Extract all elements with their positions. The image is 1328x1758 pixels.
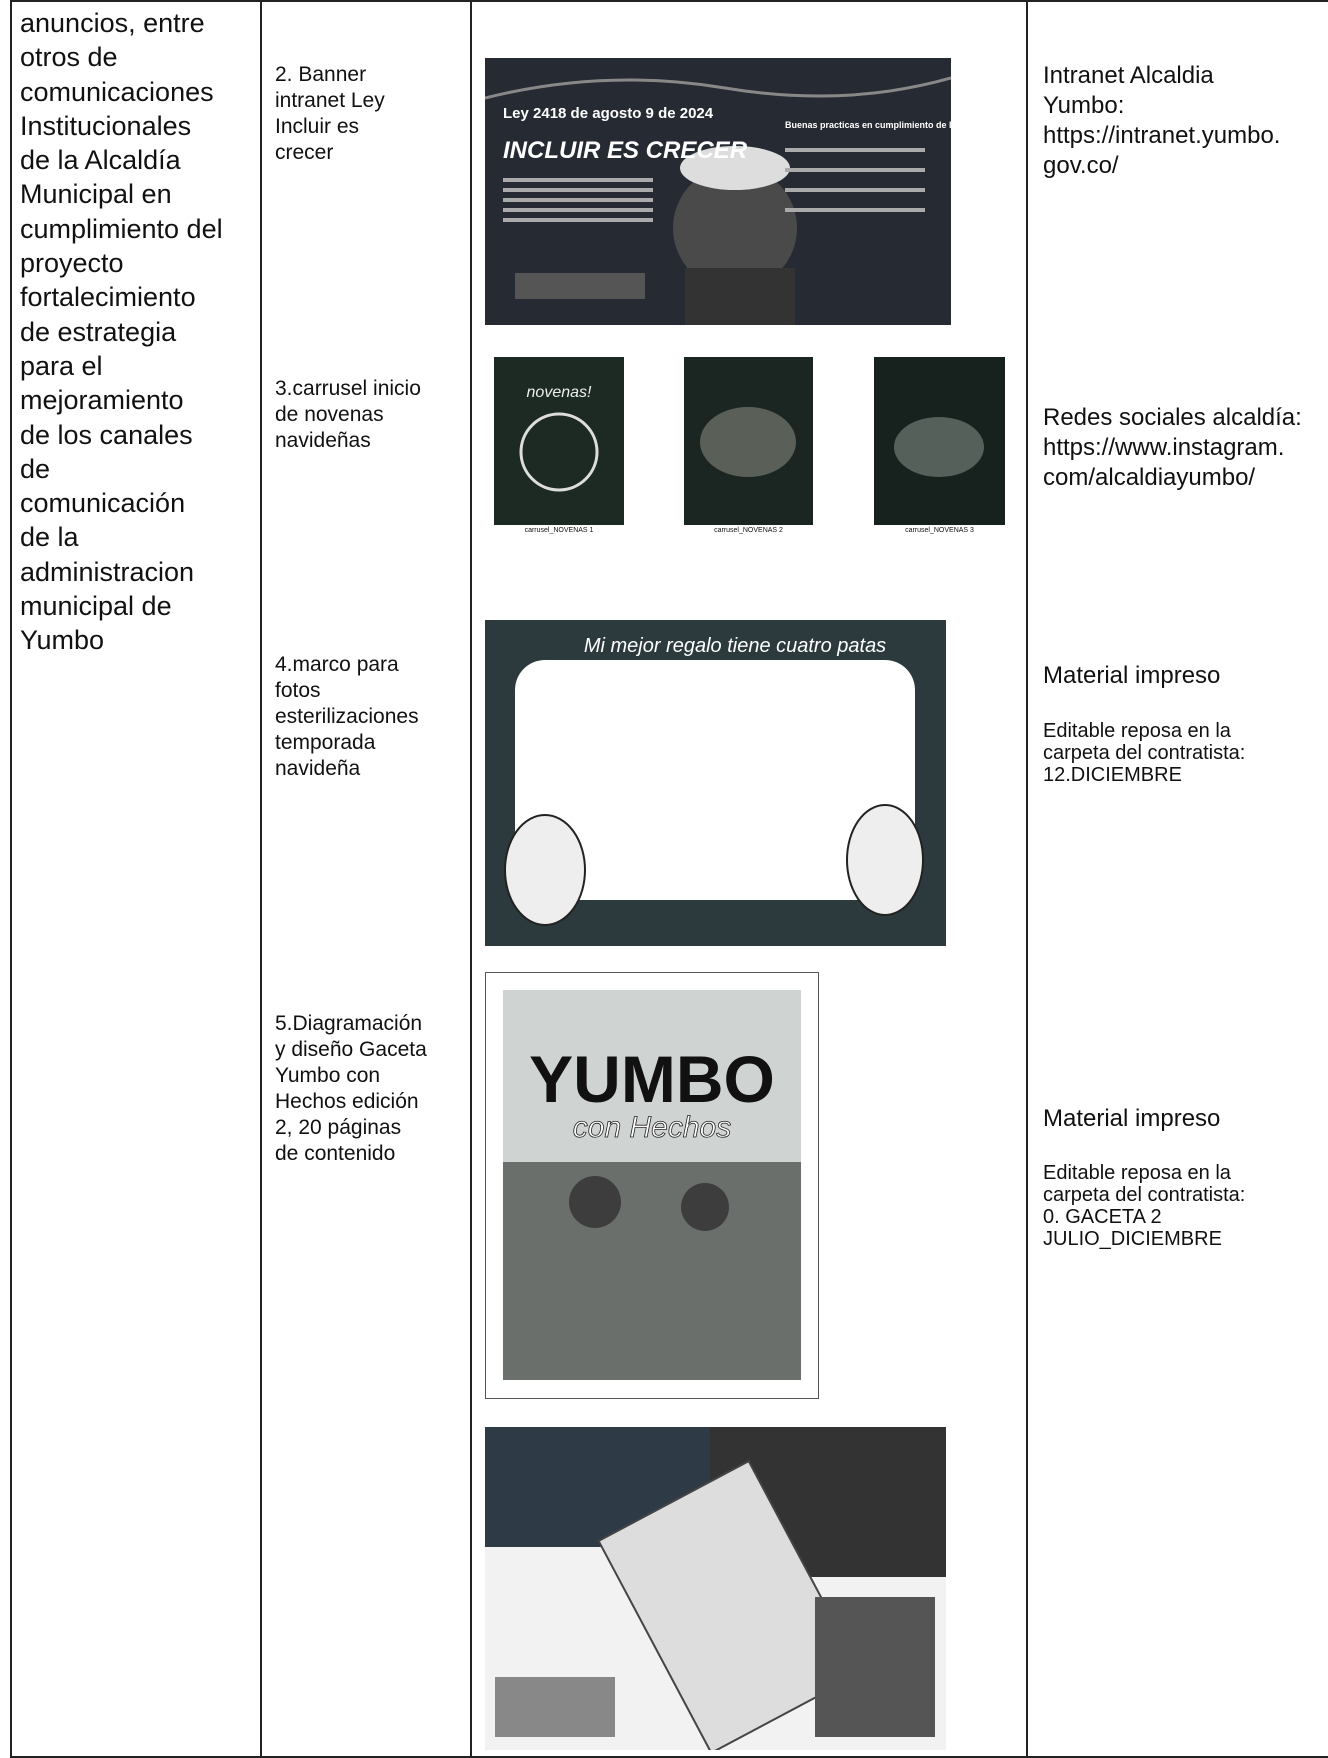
text-line: 2, 20 páginas xyxy=(275,1116,402,1139)
svg-text:novenas!: novenas! xyxy=(527,384,592,401)
text-line: y diseño Gaceta xyxy=(275,1038,427,1061)
text-line: esterilizaciones xyxy=(275,705,419,728)
text-line: crecer xyxy=(275,141,334,164)
text-line: gov.co/ xyxy=(1043,152,1119,179)
text-line: Hechos edición xyxy=(275,1090,419,1113)
text-line: de xyxy=(20,453,51,484)
gaceta-spread-image xyxy=(485,1427,946,1750)
text-line: carpeta del contratista: xyxy=(1043,742,1246,764)
banner-side-title: Buenas practicas en cumplimiento de la l… xyxy=(785,120,951,130)
text-line: carpeta del contratista: xyxy=(1043,1184,1246,1206)
banner-headline: Ley 2418 de agosto 9 de 2024 xyxy=(503,105,714,122)
text-line: de la Alcaldía xyxy=(20,145,181,176)
text-line: Institucionales xyxy=(20,110,192,141)
text-line: 4.marco para xyxy=(275,653,399,676)
text-line: Material impreso xyxy=(1043,1105,1221,1132)
text-line: comunicaciones xyxy=(20,76,214,107)
text-line: intranet Ley xyxy=(275,89,385,112)
item-description: 4.marco para fotos esterilizaciones tempora… xyxy=(275,652,419,782)
text-line: Yumbo: xyxy=(1043,92,1125,119)
text-line: de contenido xyxy=(275,1142,396,1165)
table-border xyxy=(260,0,262,1758)
banner-image: Ley 2418 de agosto 9 de 2024 INCLUIR ES … xyxy=(485,58,951,325)
carousel-image xyxy=(874,357,1005,525)
cover-title: YUMBO xyxy=(529,1042,775,1116)
table-border xyxy=(1026,0,1028,1758)
text-line: mejoramiento xyxy=(20,385,184,416)
text-line: navideña xyxy=(275,757,361,780)
text-line: Incluir es xyxy=(275,115,360,138)
text-line: de estrategia xyxy=(20,316,177,347)
item-location: Material impreso xyxy=(1043,661,1220,691)
text-line: JULIO_DICIEMBRE xyxy=(1043,1228,1222,1250)
carousel-caption: carrusel_NOVENAS 1 xyxy=(524,527,594,534)
text-line: Intranet Alcaldia xyxy=(1043,62,1214,89)
carousel-image: novenas! xyxy=(494,357,624,525)
text-line: anuncios, entre xyxy=(20,8,205,38)
text-line: de la xyxy=(20,522,79,553)
text-line: 0. GACETA 2 xyxy=(1043,1206,1162,1228)
text-line: comunicación xyxy=(20,488,186,519)
carousel-image xyxy=(684,357,813,525)
text-line: de novenas xyxy=(275,403,384,426)
text-line: 2. Banner xyxy=(275,63,367,86)
carousel-caption: carrusel_NOVENAS 3 xyxy=(905,527,974,534)
text-line: otros de xyxy=(20,42,118,73)
text-line: Material impreso xyxy=(1043,662,1221,689)
cover-subtitle: con Hechos xyxy=(573,1111,731,1144)
text-line: com/alcaldiayumbo/ xyxy=(1043,464,1256,491)
text-line: temporada xyxy=(275,731,376,754)
text-line: Yumbo con xyxy=(275,1064,381,1087)
item-description: 5.Diagramación y diseño Gaceta Yumbo con He… xyxy=(275,1011,427,1167)
text-line: Redes sociales alcaldía: xyxy=(1043,404,1302,431)
item-location: Material impreso xyxy=(1043,1104,1220,1134)
context-text: anuncios, entre otros de comunicaciones Ins… xyxy=(20,6,223,658)
gaceta-cover-image: YUMBO con Hechos xyxy=(485,972,819,1399)
item-location: Redes sociales alcaldía: https://www.inst… xyxy=(1043,403,1302,493)
item-note: Editable reposa en la carpeta del contrat… xyxy=(1043,1162,1245,1250)
table-border xyxy=(10,0,12,1758)
text-line: fotos xyxy=(275,679,321,702)
text-line: proyecto xyxy=(20,248,124,279)
item-description: 3.carrusel inicio de novenas navideñas xyxy=(275,376,421,454)
table-border xyxy=(10,0,1328,2)
text-line: 5.Diagramación xyxy=(275,1012,423,1035)
text-line: de los canales xyxy=(20,419,193,450)
text-line: Editable reposa en la xyxy=(1043,1162,1231,1184)
text-line: administracion xyxy=(20,556,195,587)
text-line: fortalecimiento xyxy=(20,282,196,313)
frame-title: Mi mejor regalo tiene cuatro patas xyxy=(584,635,886,657)
banner-slogan: INCLUIR ES CRECER xyxy=(503,137,748,164)
text-line: Editable reposa en la xyxy=(1043,720,1231,742)
item-location: Intranet Alcaldia Yumbo: https://intranet.… xyxy=(1043,61,1280,181)
text-line: https://intranet.yumbo. xyxy=(1043,122,1281,149)
text-line: 12.DICIEMBRE xyxy=(1043,764,1182,786)
text-line: 3.carrusel inicio xyxy=(275,377,421,400)
table-border xyxy=(10,1756,1328,1758)
text-line: Yumbo xyxy=(20,625,105,656)
text-line: https://www.instagram. xyxy=(1043,434,1285,461)
text-line: para el xyxy=(20,350,103,381)
item-description: 2. Banner intranet Ley Incluir es crecer xyxy=(275,62,385,166)
text-line: Municipal en xyxy=(20,179,172,210)
frame-image: Mi mejor regalo tiene cuatro patas xyxy=(485,620,946,946)
text-line: municipal de xyxy=(20,591,172,622)
text-line: cumplimiento del xyxy=(20,213,223,244)
table-border xyxy=(470,0,472,1758)
item-note: Editable reposa en la carpeta del contrat… xyxy=(1043,720,1245,786)
carousel-caption: carrusel_NOVENAS 2 xyxy=(714,527,783,534)
text-line: navideñas xyxy=(275,429,371,452)
